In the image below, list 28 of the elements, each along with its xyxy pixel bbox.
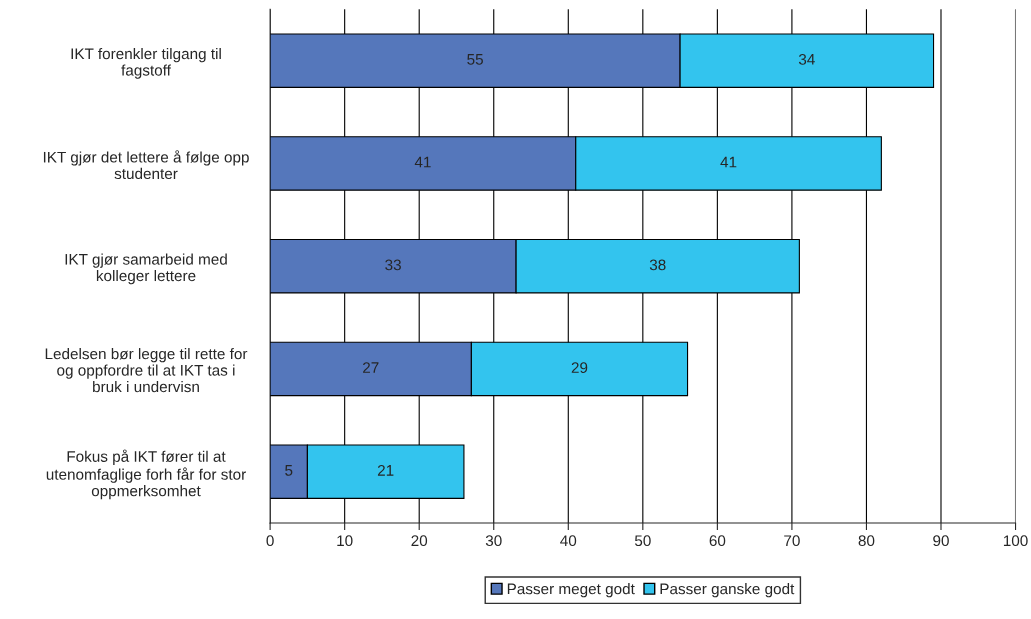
y-tick-label: IKT forenkler tilgang til fagstoff <box>71 48 221 79</box>
x-tick-label: 40 <box>560 535 577 547</box>
x-tick-label: 10 <box>337 535 353 547</box>
x-tick-label: 0 <box>266 535 274 547</box>
y-tick-label: IKT gjør samarbeid med kolleger lettere <box>65 253 227 285</box>
data-label: 34 <box>798 53 815 65</box>
data-label: 41 <box>414 156 431 168</box>
x-tick-label: 50 <box>634 535 651 547</box>
data-label: 33 <box>385 259 401 271</box>
legend-label: Passer meget godt <box>507 583 635 598</box>
y-tick-label: Ledelsen bør legge til rette for og oppfordre til at IKT tas i bruk i undervisn <box>45 348 248 393</box>
x-tick-label: 80 <box>858 535 875 547</box>
data-label: 27 <box>363 362 379 373</box>
x-tick-label: 100 <box>1003 535 1028 547</box>
data-label: 38 <box>649 259 666 271</box>
legend-label: Passer ganske godt <box>660 583 795 598</box>
data-label: 29 <box>571 362 588 374</box>
x-tick-label: 20 <box>411 535 428 547</box>
data-label: 21 <box>377 464 394 476</box>
x-tick-label: 70 <box>784 535 800 547</box>
x-tick-label: 90 <box>933 535 949 547</box>
data-label: 41 <box>720 156 737 168</box>
x-tick-label: 30 <box>485 535 502 547</box>
y-tick-label: IKT gjør det lettere å følge opp studenter <box>43 150 249 180</box>
data-label: 55 <box>467 54 483 65</box>
x-tick-label: 60 <box>709 535 726 547</box>
y-tick-label: Fokus på IKT fører til at utenomfaglige forh får for stor oppmerksomhet <box>46 449 246 500</box>
data-label: 5 <box>285 465 293 476</box>
